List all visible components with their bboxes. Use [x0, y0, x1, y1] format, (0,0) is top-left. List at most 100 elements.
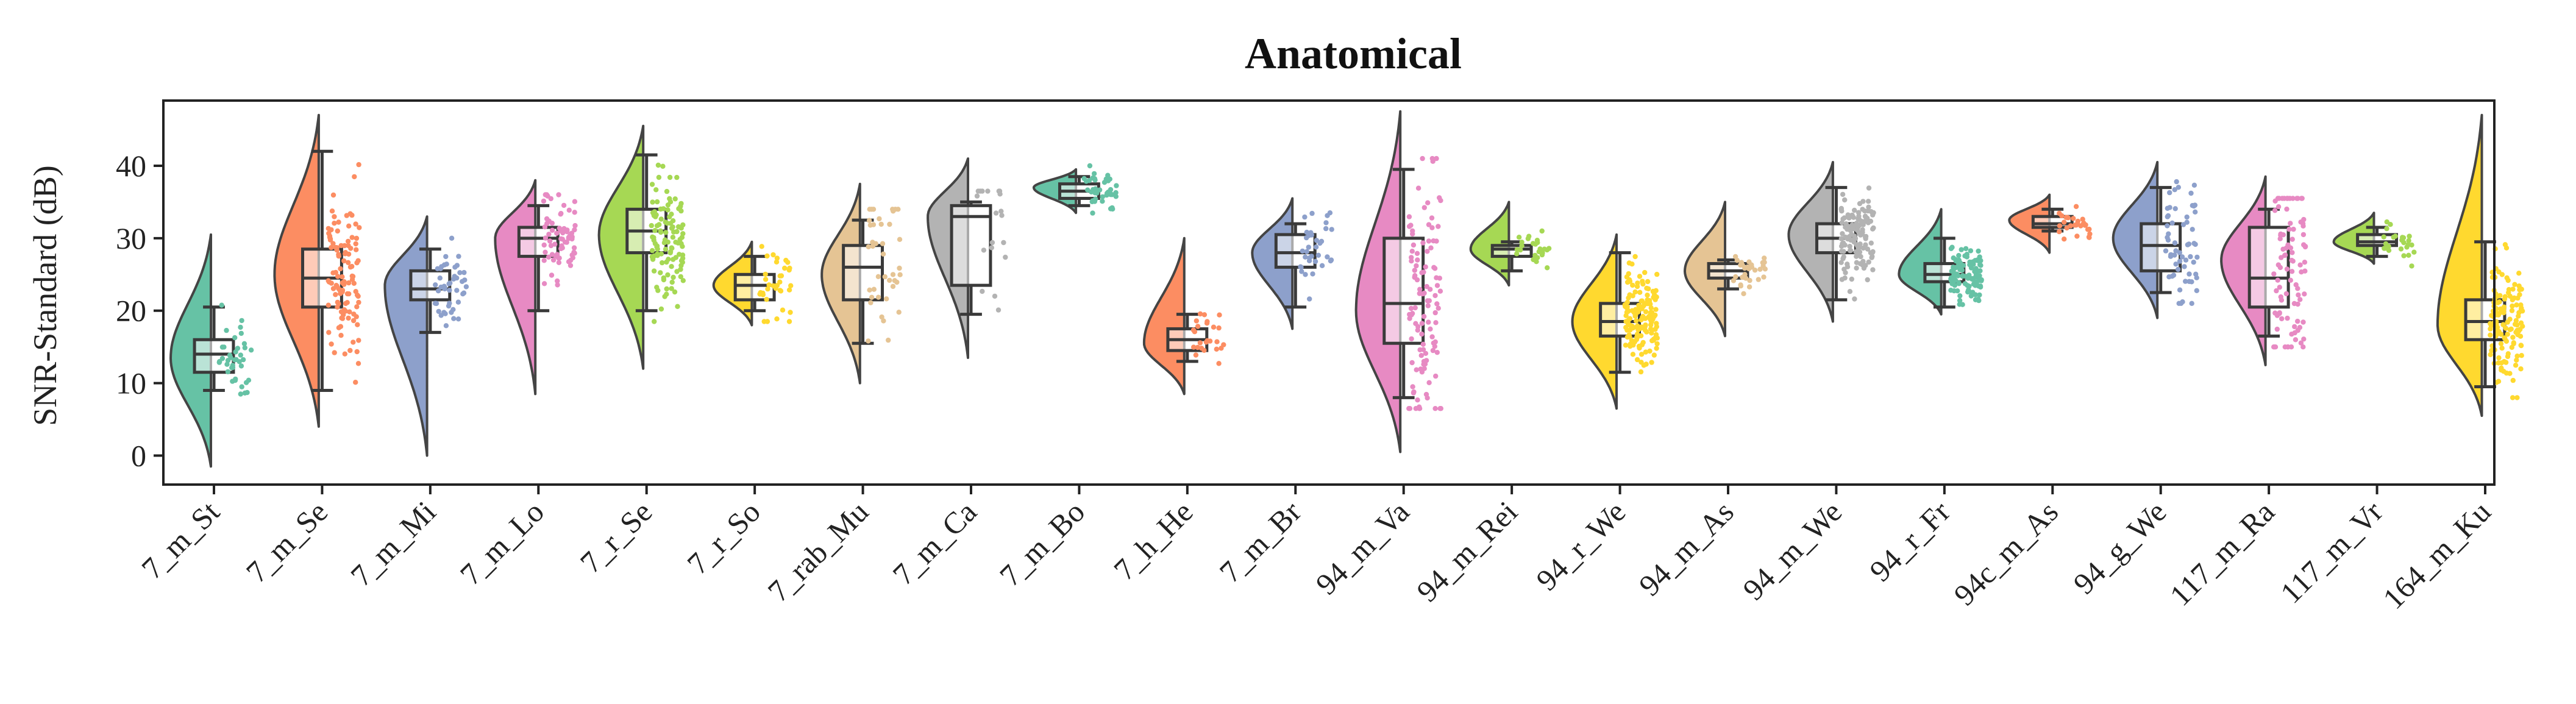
- point: [1408, 222, 1414, 228]
- point: [998, 208, 1004, 214]
- point: [2284, 206, 2290, 212]
- point: [2169, 220, 2175, 226]
- point: [1431, 238, 1436, 244]
- point: [669, 226, 675, 231]
- point: [1424, 283, 1429, 290]
- point: [1747, 277, 1752, 283]
- point: [2495, 293, 2500, 299]
- point: [444, 261, 449, 267]
- point: [1516, 235, 1522, 240]
- point: [2297, 262, 2303, 268]
- point: [353, 221, 358, 227]
- point: [2284, 266, 2290, 272]
- point: [2302, 244, 2308, 249]
- point: [1650, 289, 1656, 294]
- point: [2488, 326, 2493, 332]
- point: [658, 270, 663, 276]
- point: [353, 289, 358, 294]
- point: [555, 282, 560, 288]
- point: [2272, 208, 2278, 213]
- point: [2292, 324, 2297, 330]
- point: [1219, 346, 1224, 351]
- point: [650, 199, 655, 205]
- point: [2381, 234, 2386, 240]
- point: [2519, 353, 2524, 358]
- point: [672, 196, 678, 202]
- point: [1971, 276, 1976, 282]
- point: [1630, 325, 1636, 331]
- point: [451, 276, 457, 282]
- point: [2498, 332, 2504, 337]
- point: [2503, 360, 2509, 365]
- point: [1539, 252, 1545, 258]
- point: [1195, 324, 1201, 329]
- point: [1740, 262, 1745, 268]
- x-tick-label: 7_m_Ca: [886, 494, 983, 591]
- point: [2518, 302, 2524, 308]
- point: [338, 333, 344, 338]
- point: [1091, 171, 1097, 177]
- point: [2295, 301, 2300, 307]
- point: [224, 327, 229, 333]
- point: [1846, 234, 1852, 240]
- point: [1869, 255, 1874, 260]
- point: [2510, 297, 2515, 303]
- point: [326, 279, 332, 285]
- point: [1425, 298, 1431, 304]
- point: [1643, 309, 1649, 315]
- point: [651, 253, 657, 259]
- point: [2275, 277, 2280, 283]
- point: [981, 247, 987, 253]
- point: [1640, 340, 1646, 346]
- point: [774, 316, 780, 322]
- point: [667, 214, 672, 219]
- point: [878, 221, 884, 227]
- point: [2488, 352, 2493, 357]
- point: [2516, 313, 2521, 319]
- point: [1114, 183, 1119, 188]
- x-tick-label: 7_m_St: [135, 494, 226, 586]
- point: [242, 390, 247, 396]
- point: [760, 292, 766, 297]
- point: [1962, 253, 1968, 258]
- point: [2184, 219, 2190, 225]
- point: [1310, 271, 1315, 277]
- point: [2401, 253, 2407, 258]
- point: [2191, 260, 2196, 265]
- x-tick-label: 7_m_Br: [1213, 494, 1308, 589]
- point: [671, 274, 676, 280]
- point: [1649, 338, 1655, 344]
- points-7_m_Br: [1298, 210, 1334, 302]
- point: [1745, 264, 1751, 270]
- point: [1626, 260, 1632, 266]
- point: [2186, 241, 2192, 247]
- point: [1626, 271, 1631, 277]
- point: [897, 272, 903, 277]
- point: [447, 288, 452, 293]
- point: [2194, 288, 2199, 293]
- point: [1323, 220, 1329, 226]
- point: [1630, 352, 1636, 357]
- point: [355, 258, 361, 263]
- point: [663, 246, 669, 252]
- point: [557, 226, 562, 231]
- box-7_rab_Mu: [842, 244, 884, 302]
- point: [1314, 238, 1320, 243]
- point: [2502, 242, 2508, 247]
- point: [2513, 363, 2519, 368]
- point: [2275, 262, 2281, 268]
- point: [1433, 373, 1439, 379]
- point: [238, 330, 244, 336]
- point: [1421, 205, 1427, 210]
- point: [780, 307, 786, 313]
- point: [1637, 290, 1643, 295]
- point: [2172, 206, 2178, 212]
- point: [2501, 307, 2507, 313]
- point: [2285, 196, 2291, 201]
- x-tick-label: 94_r_Fr: [1863, 494, 1957, 588]
- point: [1957, 293, 1963, 299]
- point: [1299, 269, 1304, 274]
- point: [1840, 231, 1845, 236]
- point: [2505, 332, 2510, 337]
- points-94_r_Fr: [1948, 244, 1984, 307]
